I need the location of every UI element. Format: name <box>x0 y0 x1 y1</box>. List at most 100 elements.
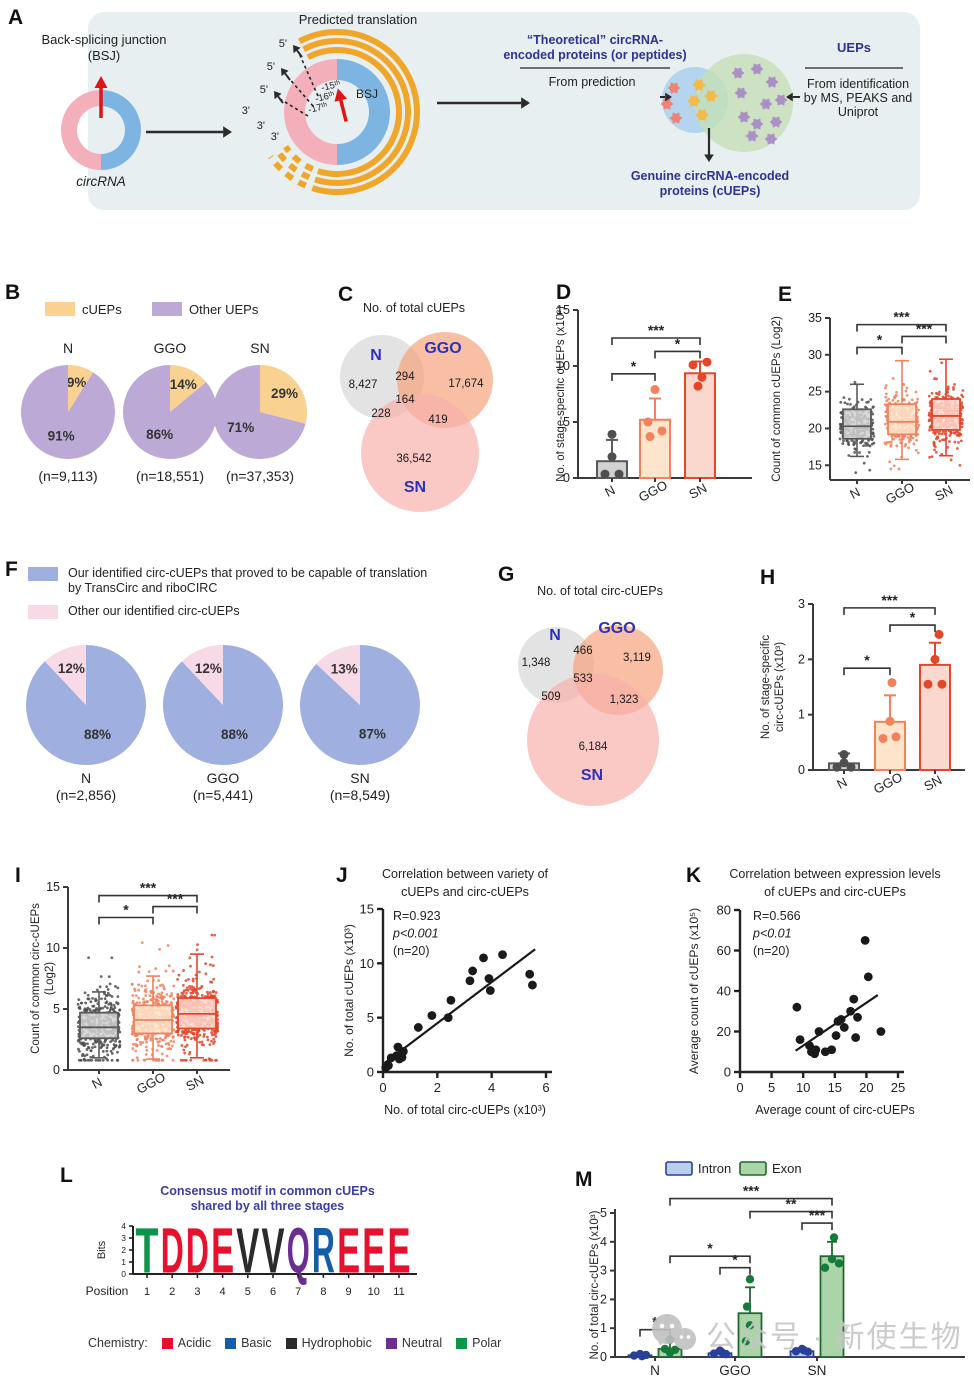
jitter-point <box>838 437 842 441</box>
jitter-point <box>213 1040 216 1044</box>
translation-arc <box>306 47 402 177</box>
jitter-point <box>200 984 204 988</box>
scatter-point <box>860 935 870 945</box>
jitter-point <box>210 1033 214 1037</box>
jitter-point <box>960 425 964 429</box>
jitter-point <box>846 440 850 444</box>
jitter-point <box>157 992 161 996</box>
jitter-point <box>179 1034 183 1037</box>
jitter-point <box>85 1053 89 1057</box>
y-tick-label: 2 <box>600 1292 607 1306</box>
bsj-caption-line2: (BSJ) <box>88 48 121 63</box>
box-N <box>842 408 872 440</box>
y-tick-label: 20 <box>808 421 822 435</box>
jitter-point <box>949 395 953 399</box>
jitter-point <box>864 444 868 447</box>
position-number: 10 <box>368 1286 380 1298</box>
significance-bracket <box>856 323 947 332</box>
jitter-point <box>169 1001 173 1004</box>
arrow-head <box>521 97 530 109</box>
panel-c-label: C <box>338 283 354 306</box>
scatter-point <box>465 976 475 986</box>
chemistry-swatch <box>285 1337 297 1349</box>
jitter-point <box>82 1058 86 1062</box>
panel-a-diagram: Back-splicing junction (BSJ) circRNA Predic… <box>0 0 974 218</box>
jitter-point <box>935 392 939 396</box>
jitter-point <box>145 1037 149 1040</box>
jitter-point <box>957 441 960 444</box>
scatter-point <box>836 1014 846 1024</box>
protein-blob <box>734 87 748 99</box>
jitter-point <box>137 996 141 1000</box>
data-point <box>839 758 849 768</box>
venn-title: No. of total cUEPs <box>363 301 465 315</box>
significance-stars: *** <box>893 309 910 325</box>
jitter-point <box>172 984 176 988</box>
jitter-point <box>842 439 845 443</box>
y-tick-label: 15 <box>556 303 570 317</box>
jitter-point <box>87 1046 91 1050</box>
y-tick-label: 30 <box>808 348 822 362</box>
data-point <box>742 1302 752 1311</box>
bits-axis-label: Bits <box>96 1240 108 1259</box>
jitter-point <box>961 389 965 392</box>
protein-blob <box>765 76 779 88</box>
y-tick-label: 3 <box>600 1264 607 1278</box>
jitter-point <box>77 1058 81 1062</box>
jitter-point <box>181 983 185 987</box>
jitter-point <box>846 402 849 406</box>
data-point <box>665 1335 675 1344</box>
logo-letter-3: D <box>186 1218 209 1287</box>
venn-overlap-count: 164 <box>395 394 415 406</box>
three-prime-label: 3' <box>242 105 250 117</box>
jitter-point <box>171 969 175 973</box>
jitter-point <box>100 1045 104 1049</box>
jitter-point <box>157 979 161 982</box>
translation-arc-dashed <box>275 149 311 181</box>
jitter-point <box>138 965 141 969</box>
jitter-point <box>172 1015 176 1019</box>
panel-i-box-plot: 0 5 10 15 Count of common circ-cUEPs (Log2) N G… <box>25 862 325 1137</box>
panel-g-venn-diagram: No. of total circ-cUEPs N GGO SN 1,348 3,119 6… <box>500 580 700 830</box>
jitter-point <box>160 1058 164 1062</box>
jitter-point <box>914 390 918 394</box>
legend-swatch <box>152 302 182 316</box>
significance-stars: * <box>910 609 916 625</box>
significance-bracket <box>901 335 947 344</box>
jitter-point <box>214 1029 218 1033</box>
x-tick-label: SN <box>183 1072 206 1094</box>
jitter-point <box>103 997 107 1001</box>
jitter-point <box>118 1040 122 1043</box>
jitter-point <box>187 1029 191 1033</box>
three-prime-label: 3' <box>271 131 279 143</box>
jitter-point <box>212 989 215 993</box>
significance-stars: *** <box>743 1183 760 1199</box>
jitter-point <box>164 1000 168 1003</box>
orf-frame-label: -17ᵗʰ <box>307 100 329 115</box>
data-point <box>702 357 712 367</box>
chemistry-name: Basic <box>241 1336 272 1350</box>
data-point <box>846 762 856 772</box>
data-point <box>885 716 895 726</box>
circrna-ring-blue-half <box>337 59 390 165</box>
jitter-point <box>110 1051 114 1055</box>
jitter-point <box>162 985 166 989</box>
chart-svg-H: 0 1 2 3 No. of stage-specific circ-cUEPs (x10… <box>760 592 965 797</box>
jitter-point <box>896 399 900 403</box>
data-point <box>745 1321 755 1330</box>
jitter-point <box>884 384 888 388</box>
jitter-point <box>216 1018 220 1021</box>
jitter-point <box>842 396 846 400</box>
x-tick-label: 20 <box>859 1080 873 1095</box>
genuine-cueps-line1: Genuine circRNA-encoded <box>631 169 789 183</box>
jitter-point <box>853 441 857 445</box>
jitter-point <box>134 994 138 998</box>
jitter-point <box>131 994 135 997</box>
jitter-point <box>109 1001 112 1005</box>
significance-stars: *** <box>881 592 898 608</box>
jitter-point <box>109 1049 113 1053</box>
data-point <box>832 762 842 772</box>
data-point <box>827 1254 837 1264</box>
venn-overlap-count: 466 <box>573 645 592 657</box>
pie-percentage-label: 29% <box>271 386 298 401</box>
